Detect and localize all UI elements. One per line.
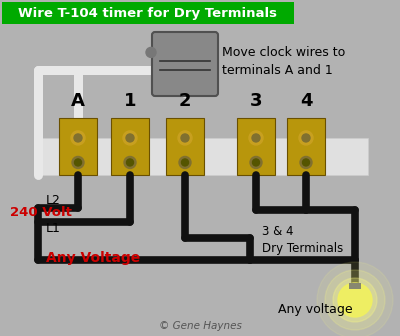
Circle shape [126,159,134,166]
Circle shape [302,134,310,142]
Text: Any Voltage: Any Voltage [46,251,140,265]
Circle shape [252,159,260,166]
Text: Move clock wires to
terminals A and 1: Move clock wires to terminals A and 1 [222,46,345,78]
Circle shape [299,131,313,145]
Circle shape [325,270,385,330]
Bar [111,118,149,175]
Circle shape [182,159,188,166]
Circle shape [302,159,310,166]
Bar [38,138,368,175]
Text: 4: 4 [300,92,312,110]
Circle shape [181,134,189,142]
Bar [166,118,204,175]
Text: Wire T-104 timer for Dry Terminals: Wire T-104 timer for Dry Terminals [18,6,278,19]
Circle shape [146,47,156,57]
Bar [59,118,97,175]
Circle shape [74,159,82,166]
Text: 3: 3 [250,92,262,110]
Circle shape [338,283,372,317]
Text: 240 Volt: 240 Volt [10,207,72,219]
Circle shape [300,157,312,168]
Circle shape [72,157,84,168]
Bar [287,118,325,175]
Circle shape [249,131,263,145]
Circle shape [126,134,134,142]
Circle shape [74,134,82,142]
Circle shape [250,157,262,168]
FancyBboxPatch shape [152,32,218,96]
Circle shape [71,131,85,145]
Circle shape [252,134,260,142]
Circle shape [178,131,192,145]
Circle shape [179,157,191,168]
Text: Any voltage: Any voltage [278,303,353,317]
Text: A: A [71,92,85,110]
Text: L2: L2 [46,194,61,207]
Circle shape [124,157,136,168]
Circle shape [333,278,377,322]
Text: © Gene Haynes: © Gene Haynes [158,321,242,331]
Circle shape [123,131,137,145]
Text: 1: 1 [124,92,136,110]
Circle shape [317,262,393,336]
Text: 3 & 4
Dry Terminals: 3 & 4 Dry Terminals [262,225,343,255]
Bar [2,2,294,24]
Bar [349,283,361,289]
Text: L1: L1 [46,221,61,235]
Text: 2: 2 [179,92,191,110]
Bar [237,118,275,175]
